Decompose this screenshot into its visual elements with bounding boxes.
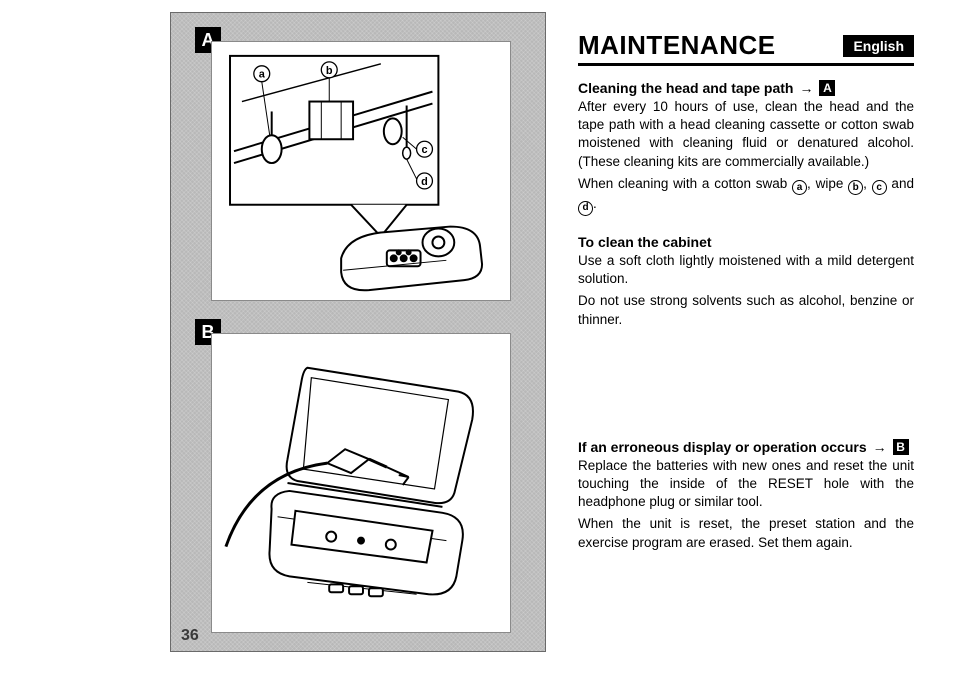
diagram-a: a b c d xyxy=(212,42,510,300)
figure-ref-b: B xyxy=(893,439,909,455)
ref-circle-d: d xyxy=(578,201,593,216)
para-erroneous-1: Replace the batteries with new ones and … xyxy=(578,457,914,512)
diagram-b xyxy=(212,334,510,632)
callout-d: d xyxy=(421,176,428,188)
callout-b: b xyxy=(326,65,333,77)
para-cleaning-2: When cleaning with a cotton swab a, wipe… xyxy=(578,175,914,216)
page-number: 36 xyxy=(181,627,199,645)
heading-erroneous: If an erroneous display or operation occ… xyxy=(578,439,914,455)
arrow-icon: → xyxy=(873,439,887,455)
ref-circle-a: a xyxy=(792,180,807,195)
para-cleaning-1: After every 10 hours of use, clean the h… xyxy=(578,98,914,171)
callout-c: c xyxy=(421,144,427,156)
heading-cleaning-head: Cleaning the head and tape path → A xyxy=(578,80,914,96)
language-badge: English xyxy=(843,35,914,57)
arrow-icon: → xyxy=(799,80,813,96)
page-title: MAINTENANCE xyxy=(578,30,776,61)
heading-clean-cabinet: To clean the cabinet xyxy=(578,234,914,250)
txt: When cleaning with a cotton swab xyxy=(578,176,792,191)
txt: , xyxy=(863,176,872,191)
figure-panel-b xyxy=(211,333,511,633)
figure-panel-a: a b c d xyxy=(211,41,511,301)
title-row: MAINTENANCE English xyxy=(578,30,914,66)
heading-text: Cleaning the head and tape path xyxy=(578,80,793,96)
ref-circle-b: b xyxy=(848,180,863,195)
ref-circle-c: c xyxy=(872,180,887,195)
txt: , wipe xyxy=(807,176,848,191)
callout-a: a xyxy=(259,69,266,81)
para-cabinet-2: Do not use strong solvents such as alcoh… xyxy=(578,292,914,328)
section-erroneous: If an erroneous display or operation occ… xyxy=(578,439,914,552)
heading-text: If an erroneous display or operation occ… xyxy=(578,439,867,455)
figure-frame: A xyxy=(170,12,546,652)
para-erroneous-2: When the unit is reset, the preset stati… xyxy=(578,515,914,551)
txt: . xyxy=(593,196,597,211)
figure-column: A xyxy=(0,0,560,680)
manual-page: A xyxy=(0,0,954,680)
txt: and xyxy=(887,176,914,191)
text-column: MAINTENANCE English Cleaning the head an… xyxy=(560,0,954,680)
para-cabinet-1: Use a soft cloth lightly moistened with … xyxy=(578,252,914,288)
section-clean-cabinet: To clean the cabinet Use a soft cloth li… xyxy=(578,234,914,329)
figure-ref-a: A xyxy=(819,80,835,96)
section-cleaning-head: Cleaning the head and tape path → A Afte… xyxy=(578,80,914,216)
